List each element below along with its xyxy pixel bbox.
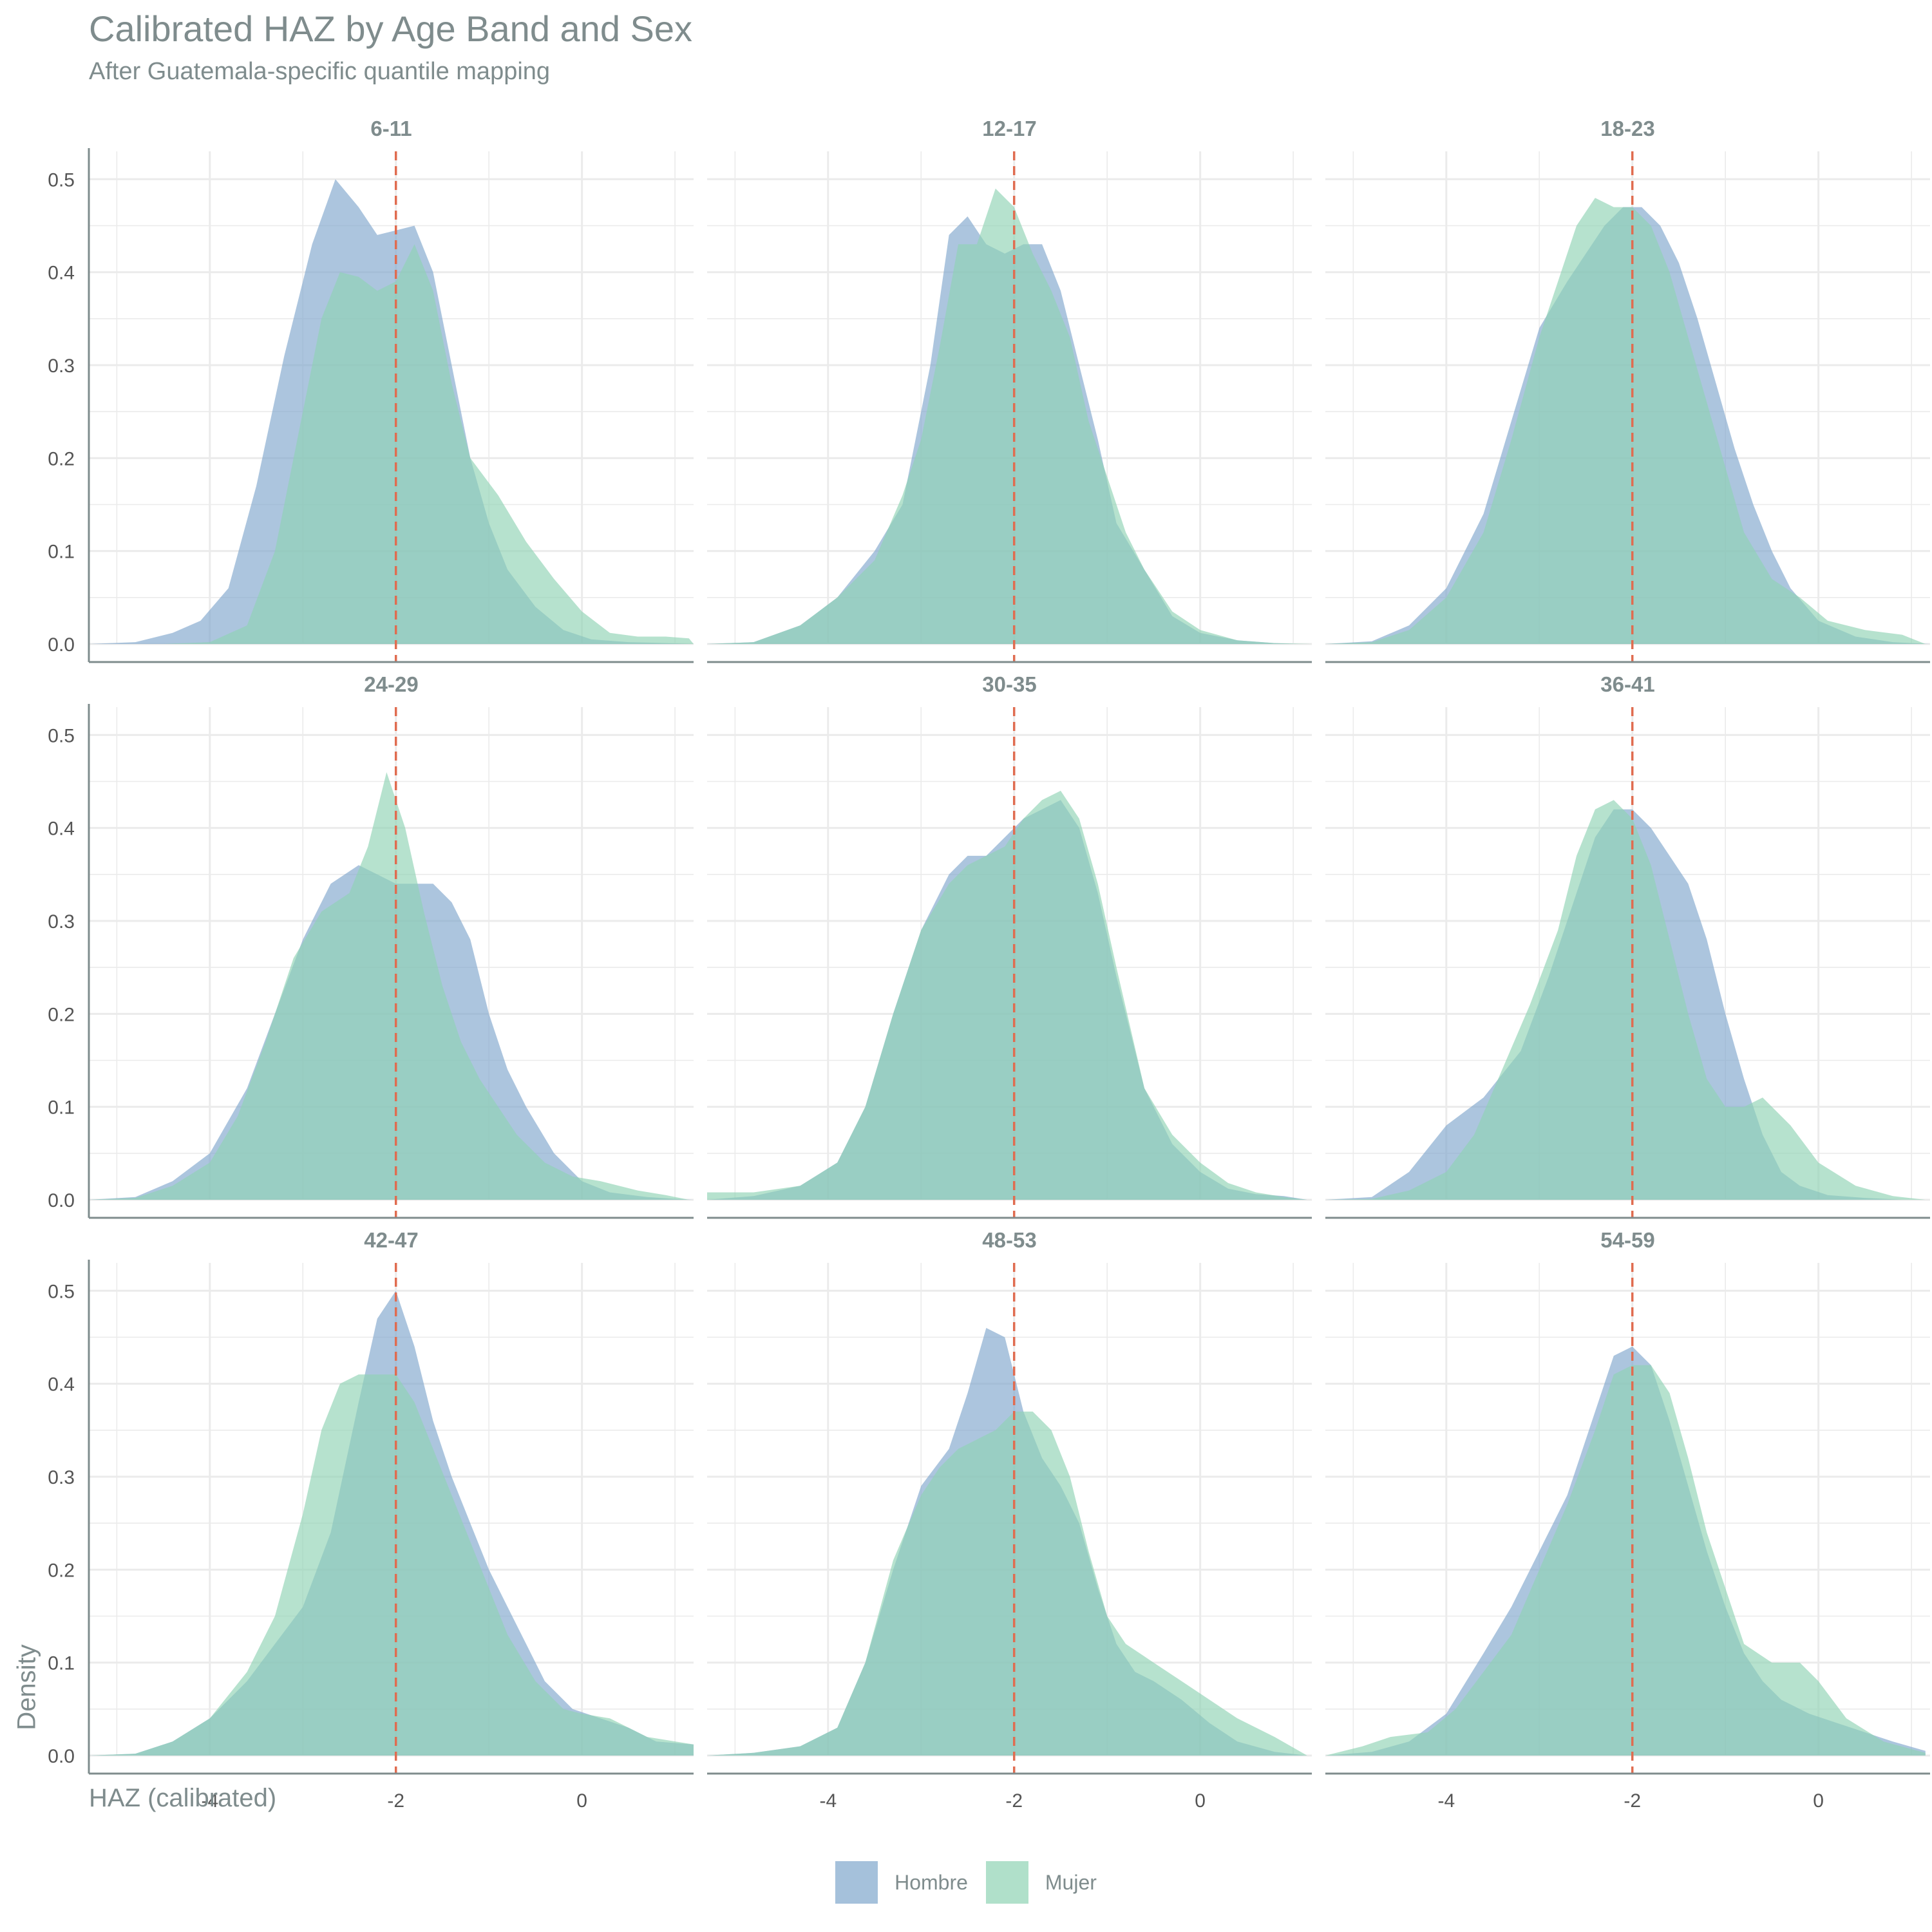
facet-panel: 18-23 [1325,117,1930,663]
legend-item-mujer[interactable]: Mujer [985,1861,1097,1904]
y-tick-label: 0.2 [48,448,75,469]
facet-panel: 30-35 [707,672,1312,1219]
facet-label: 24-29 [364,672,418,696]
y-tick-label: 0.0 [48,1190,75,1211]
y-tick-label: 0.2 [48,1560,75,1581]
y-tick-label: 0.0 [48,634,75,656]
density-area-mujer [1325,1365,1926,1756]
y-tick-label: 0.0 [48,1746,75,1767]
density-area-mujer [707,790,1307,1200]
facet-panel: -4 -2 0 48-53 [707,1228,1312,1812]
y-tick-label: 0.3 [48,355,75,377]
y-tick-label: 0.4 [48,1374,75,1396]
legend: Hombre Mujer [0,1861,1932,1904]
chart-subtitle: After Guatemala-specific quantile mappin… [89,58,551,85]
legend-label-mujer: Mujer [1045,1870,1097,1894]
density-area-mujer [1325,800,1926,1200]
y-axis-title: Density [12,1644,41,1730]
density-area-mujer [89,1374,694,1756]
legend-item-hombre[interactable]: Hombre [835,1861,968,1904]
density-area-mujer [89,772,689,1200]
y-tick-label: 0.1 [48,1653,75,1674]
facet-panel: 12-17 [707,117,1312,663]
density-area-mujer [1325,198,1926,644]
y-tick-label: 0.5 [48,1281,75,1302]
density-area-mujer [707,188,1312,644]
y-tick-label: 0.1 [48,542,75,563]
x-tick-label: -2 [1005,1790,1023,1812]
density-area-mujer [707,1411,1307,1756]
facet-panel: 36-41 [1325,672,1930,1219]
facet-label: 6-11 [370,117,412,140]
density-area-mujer [89,244,694,644]
facet-label: 18-23 [1600,117,1654,140]
y-tick-label: 0.5 [48,169,75,191]
y-tick-label: 0.2 [48,1004,75,1025]
chart-title: Calibrated HAZ by Age Band and Sex [89,8,693,49]
facet-label: 42-47 [364,1228,418,1252]
x-tick-label: -2 [387,1790,404,1812]
facet-label: 30-35 [982,672,1036,696]
x-tick-label: 0 [1195,1790,1206,1812]
y-tick-label: 0.4 [48,819,75,840]
y-tick-label: 0.3 [48,1467,75,1488]
x-tick-label: -4 [819,1790,837,1812]
facet-panel: 0.0 0.1 0.2 0.3 0.4 0.5 -4 -2 0 42-47 [48,1228,694,1812]
facet-panel: 0.0 0.1 0.2 0.3 0.4 0.5 6-11 [48,117,694,663]
facet-panel: -4 -2 0 54-59 [1325,1228,1930,1812]
x-tick-label: -4 [1437,1790,1455,1812]
x-tick-label: 0 [576,1790,587,1812]
y-tick-label: 0.3 [48,911,75,933]
facet-label: 36-41 [1600,672,1654,696]
y-tick-label: 0.5 [48,725,75,746]
facet-label: 54-59 [1600,1228,1654,1252]
x-tick-label: -2 [1624,1790,1641,1812]
y-tick-label: 0.4 [48,263,75,284]
legend-key-mujer [985,1861,1028,1904]
y-tick-label: 0.1 [48,1097,75,1119]
legend-label-hombre: Hombre [895,1870,968,1894]
legend-key-hombre [835,1861,878,1904]
facet-label: 48-53 [982,1228,1036,1252]
x-axis-title: HAZ (calibrated) [89,1784,277,1812]
facet-label: 12-17 [982,117,1036,140]
facet-panel: 0.0 0.1 0.2 0.3 0.4 0.5 24-29 [48,672,694,1219]
x-tick-label: 0 [1813,1790,1824,1812]
x-tick-label: -4 [201,1790,218,1812]
